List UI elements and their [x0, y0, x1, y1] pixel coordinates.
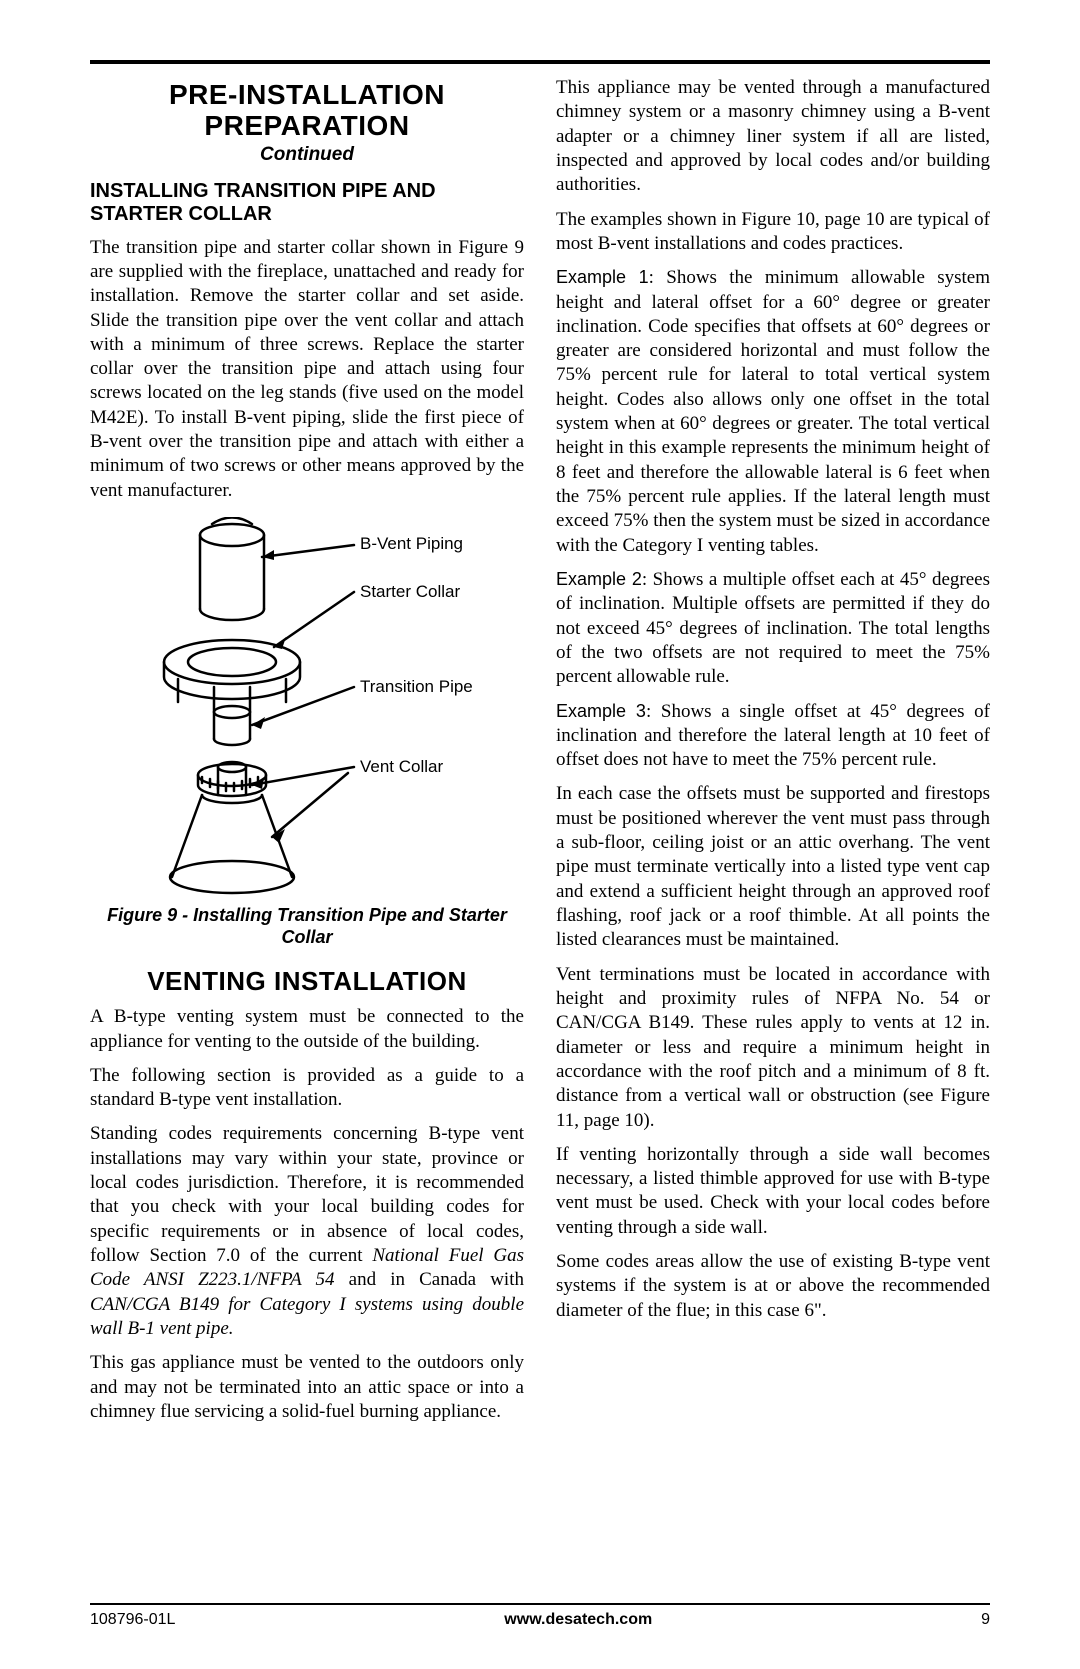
example-3-lead: Example 3: [556, 701, 646, 721]
footer-left: 108796-01L: [90, 1611, 175, 1629]
r-paragraph-9: Some codes areas allow the use of existi…: [556, 1250, 990, 1323]
r-paragraph-2: The examples shown in Figure 10, page 10…: [556, 208, 990, 257]
paragraph-2: A B-type venting system must be connecte…: [90, 1005, 524, 1054]
heading-line1: PRE-INSTALLATION: [169, 79, 445, 110]
section-heading-venting: VENTING INSTALLATION: [90, 966, 524, 997]
heading-line2: PREPARATION: [204, 110, 409, 141]
fig-label-vent: Vent Collar: [360, 757, 443, 776]
r-paragraph-7: Vent terminations must be located in acc…: [556, 963, 990, 1133]
fig-label-bvent: B-Vent Piping: [360, 534, 463, 553]
page-footer: 108796-01L www.desatech.com 9: [90, 1603, 990, 1629]
figure-9: B-Vent Piping Starter Collar Transition …: [90, 517, 524, 948]
left-column: PRE-INSTALLATION PREPARATION Continued I…: [90, 76, 524, 1434]
r-paragraph-8: If venting horizontally through a side w…: [556, 1143, 990, 1240]
footer-center: www.desatech.com: [504, 1611, 652, 1629]
r-paragraph-6: In each case the offsets must be support…: [556, 782, 990, 952]
p4-part-c: and in Canada with: [335, 1269, 524, 1290]
p4-part-d: CAN/CGA B149 for Category I systems usin…: [90, 1294, 524, 1339]
r-paragraph-1: This appliance may be vented through a m…: [556, 76, 990, 198]
r-paragraph-3: Example 1: Shows the minimum allowable s…: [556, 266, 990, 558]
two-column-layout: PRE-INSTALLATION PREPARATION Continued I…: [90, 76, 990, 1434]
fig-label-transition: Transition Pipe: [360, 677, 473, 696]
right-column: This appliance may be vented through a m…: [556, 76, 990, 1434]
continued-label: Continued: [90, 144, 524, 166]
figure-9-caption: Figure 9 - Installing Transition Pipe an…: [90, 905, 524, 948]
example-1-text: : Shows the minimum allowable system hei…: [556, 267, 990, 555]
paragraph-3: The following section is provided as a g…: [90, 1064, 524, 1113]
example-1-lead: Example 1: [556, 267, 649, 287]
subsection-heading: INSTALLING TRANSITION PIPE AND STARTER C…: [90, 180, 524, 226]
top-rule: [90, 60, 990, 64]
footer-rule: [90, 1603, 990, 1605]
footer-right: 9: [981, 1611, 990, 1629]
section-heading-preinstall: PRE-INSTALLATION PREPARATION: [90, 80, 524, 142]
paragraph-5: This gas appliance must be vented to the…: [90, 1351, 524, 1424]
r-paragraph-5: Example 3: Shows a single offset at 45° …: [556, 700, 990, 773]
paragraph-4: Standing codes requirements concerning B…: [90, 1122, 524, 1341]
paragraph-1: The transition pipe and starter collar s…: [90, 236, 524, 503]
r-paragraph-4: Example 2: Shows a multiple offset each …: [556, 568, 990, 690]
example-2-lead: Example 2: [556, 569, 642, 589]
fig-label-starter: Starter Collar: [360, 582, 460, 601]
